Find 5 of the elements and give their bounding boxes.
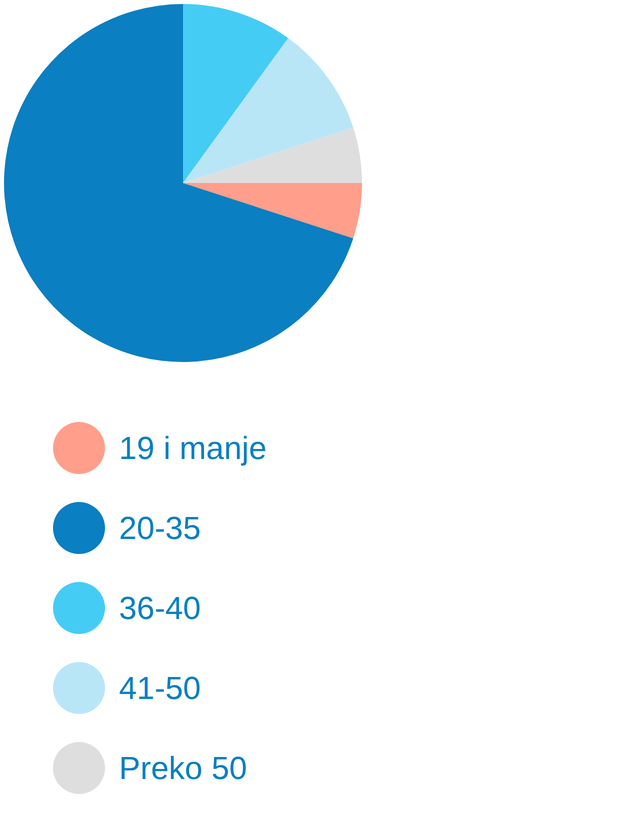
legend-label: 36-40 (119, 590, 201, 626)
legend-label: Preko 50 (119, 750, 248, 786)
legend-label: 19 i manje (119, 430, 267, 466)
legend-label: 20-35 (119, 510, 201, 546)
legend-label: 41-50 (119, 670, 201, 706)
